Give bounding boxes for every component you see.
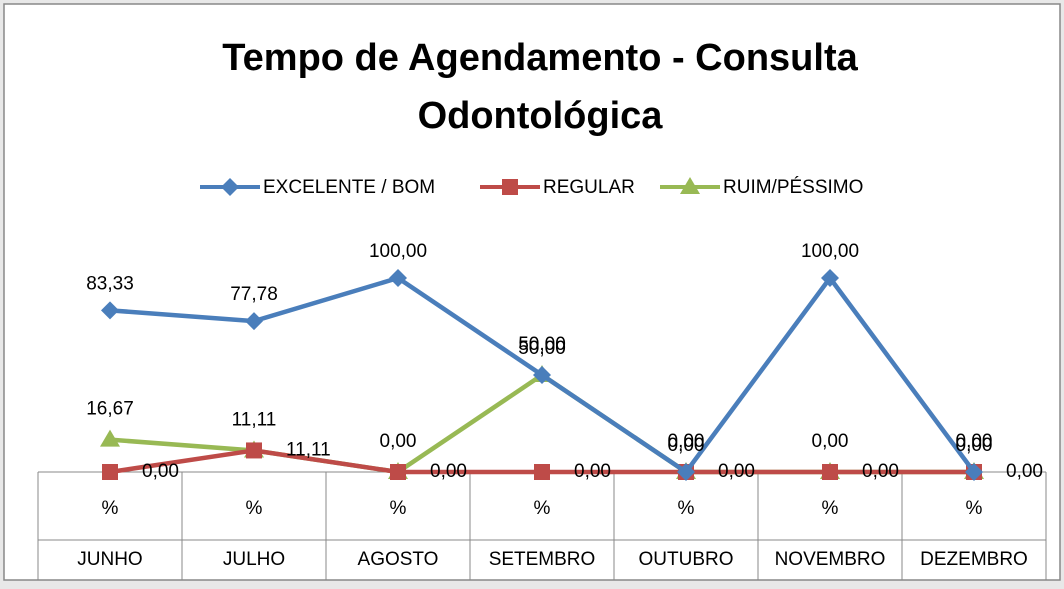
data-label: 83,33 xyxy=(86,273,134,294)
data-label: 0,00 xyxy=(718,461,755,482)
data-label: 0,00 xyxy=(956,435,993,456)
x-tick-label: DEZEMBRO xyxy=(920,549,1028,570)
data-label: 0,00 xyxy=(142,461,179,482)
marker xyxy=(821,269,839,287)
data-label: 11,11 xyxy=(286,439,331,460)
x-tick-label: JULHO xyxy=(223,549,285,570)
marker xyxy=(822,464,838,480)
marker xyxy=(533,366,551,384)
legend-label: RUIM/PÉSSIMO xyxy=(723,177,863,198)
x-tick-label: AGOSTO xyxy=(358,549,439,570)
chart-frame xyxy=(3,3,1061,581)
marker xyxy=(101,301,119,320)
x-tick-label: JUNHO xyxy=(77,549,142,570)
marker xyxy=(965,463,983,481)
marker xyxy=(677,463,695,481)
data-label: 50,00 xyxy=(518,334,566,355)
data-label: 0,00 xyxy=(812,431,849,452)
marker xyxy=(100,429,120,447)
marker xyxy=(246,442,262,459)
category-unit: % xyxy=(966,498,983,519)
category-unit: % xyxy=(102,498,119,519)
category-unit: % xyxy=(246,498,263,519)
x-tick-label: NOVEMBRO xyxy=(775,549,886,570)
data-label: 0,00 xyxy=(668,431,705,452)
marker xyxy=(534,464,550,480)
data-label: 50,00 xyxy=(518,338,566,359)
data-label: 77,78 xyxy=(230,284,278,305)
category-unit: % xyxy=(822,498,839,519)
marker xyxy=(102,464,118,480)
legend-marker xyxy=(680,177,700,194)
data-label: 0,00 xyxy=(668,435,705,456)
marker xyxy=(389,269,407,287)
data-label: 0,00 xyxy=(956,431,993,452)
legend-marker xyxy=(502,179,518,195)
x-tick-label: OUTUBRO xyxy=(639,549,734,570)
data-label: 100,00 xyxy=(801,241,859,262)
chart-title: Odontológica xyxy=(418,95,664,137)
category-unit: % xyxy=(534,498,551,519)
data-label: 100,00 xyxy=(369,241,427,262)
data-label: 0,00 xyxy=(380,431,417,452)
data-label: 16,67 xyxy=(86,399,134,420)
data-label: 0,00 xyxy=(862,461,899,482)
data-label: 0,00 xyxy=(430,461,467,482)
chart-title: Tempo de Agendamento - Consulta xyxy=(222,37,858,79)
data-label: 11,11 xyxy=(232,409,277,430)
legend-label: REGULAR xyxy=(543,177,635,198)
x-tick-label: SETEMBRO xyxy=(489,549,596,570)
category-unit: % xyxy=(678,498,695,519)
data-label: 0,00 xyxy=(574,461,611,482)
legend-label: EXCELENTE / BOM xyxy=(263,177,435,198)
data-label: 0,00 xyxy=(1006,461,1043,482)
category-unit: % xyxy=(390,498,407,519)
legend-marker xyxy=(221,178,239,196)
marker xyxy=(390,464,406,480)
marker xyxy=(245,312,263,331)
